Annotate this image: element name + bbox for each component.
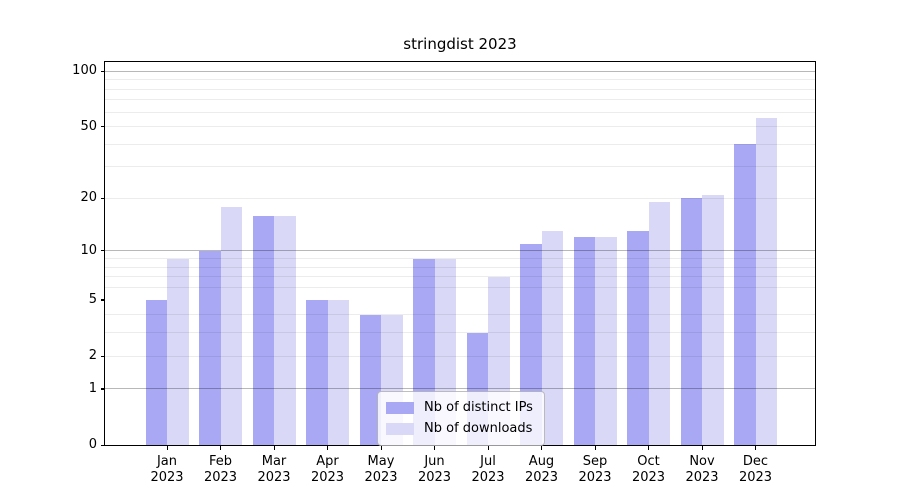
chart-title: stringdist 2023 [403,35,517,53]
y-tick-label-100: 100 [72,63,97,79]
y-gridline-100 [105,70,815,72]
bar-nb-of-distinct-ips-feb-2023 [199,250,221,445]
x-tick-mark-mar-2023 [273,446,275,450]
x-tick-mark-may-2023 [380,446,382,450]
bar-nb-of-downloads-aug-2023 [541,231,563,445]
y-gridline-9 [105,258,815,259]
legend-item-downloads: Nb of downloads [386,418,536,439]
y-gridline-80 [105,88,815,90]
x-tick-mark-apr-2023 [327,446,329,450]
y-tick-mark-1 [100,388,105,390]
x-tick-mark-jan-2023 [166,446,168,450]
bar-nb-of-distinct-ips-apr-2023 [306,299,328,445]
y-gridline-2 [105,355,815,357]
y-gridline-60 [105,111,815,113]
y-tick-label-2: 2 [88,348,97,363]
bar-nb-of-distinct-ips-nov-2023 [680,198,702,445]
x-tick-mark-sep-2023 [594,446,596,450]
y-gridline-7 [105,276,815,278]
legend-label-distinct-ips: Nb of distinct IPs [424,400,533,415]
y-gridline-3 [105,332,815,334]
y-tick-mark-10 [100,250,105,252]
x-tick-label-aug-2023: Aug 2023 [524,454,559,485]
x-tick-label-sep-2023: Sep 2023 [578,454,612,485]
bar-nb-of-downloads-feb-2023 [220,206,242,445]
bar-nb-of-distinct-ips-oct-2023 [627,231,649,445]
bar-nb-of-downloads-apr-2023 [327,299,349,445]
y-tick-mark-100 [100,70,105,72]
x-tick-label-dec-2023: Dec 2023 [738,454,773,485]
x-tick-label-jan-2023: Jan 2023 [150,454,184,485]
x-tick-label-mar-2023: Mar 2023 [257,454,291,485]
bar-nb-of-downloads-mar-2023 [274,215,296,445]
y-gridline-90 [105,79,815,81]
bar-nb-of-downloads-sep-2023 [595,237,617,445]
y-tick-mark-20 [100,197,105,200]
x-tick-mark-nov-2023 [701,446,703,450]
legend-label-downloads: Nb of downloads [424,421,533,436]
y-gridline-1 [105,388,815,390]
y-tick-label-5: 5 [88,291,97,307]
x-tick-mark-jun-2023 [434,446,436,450]
x-tick-label-apr-2023: Apr 2023 [310,454,345,485]
y-tick-label-1: 1 [88,380,97,396]
x-tick-mark-dec-2023 [755,446,757,450]
y-tick-mark-50 [100,126,105,128]
y-gridline-50 [105,126,815,127]
y-tick-mark-0 [100,444,105,446]
y-tick-label-10: 10 [80,242,97,258]
bar-nb-of-distinct-ips-jan-2023 [145,299,167,445]
y-gridline-4 [105,314,815,316]
y-tick-mark-2 [100,355,105,357]
bar-nb-of-distinct-ips-sep-2023 [573,237,595,445]
x-tick-mark-jul-2023 [487,446,489,450]
x-tick-label-oct-2023: Oct 2023 [631,454,666,485]
bar-nb-of-downloads-dec-2023 [755,117,777,445]
bar-nb-of-downloads-nov-2023 [702,194,724,445]
legend-swatch-distinct-ips-icon [386,401,414,414]
y-gridline-20 [105,197,815,199]
bar-nb-of-downloads-jan-2023 [167,258,189,445]
y-tick-label-20: 20 [80,190,97,206]
x-tick-mark-feb-2023 [220,446,222,450]
y-gridline-30 [105,166,815,168]
y-gridline-70 [105,99,815,101]
y-tick-label-50: 50 [80,118,97,134]
bar-nb-of-distinct-ips-dec-2023 [734,144,756,445]
y-gridline-8 [105,266,815,268]
bar-nb-of-distinct-ips-may-2023 [359,314,381,445]
x-tick-label-jul-2023: Jul 2023 [471,454,505,485]
y-gridline-10 [105,250,815,252]
x-tick-label-nov-2023: Nov 2023 [685,454,719,485]
x-tick-label-may-2023: May 2023 [364,454,398,485]
bar-nb-of-distinct-ips-mar-2023 [252,215,274,445]
x-tick-label-jun-2023: Jun 2023 [417,454,452,485]
y-gridline-40 [105,143,815,145]
bar-nb-of-downloads-oct-2023 [648,202,670,445]
plot-area: Nb of distinct IPs Nb of downloads [104,61,816,446]
y-gridline-6 [105,286,815,288]
x-tick-label-feb-2023: Feb 2023 [203,454,238,485]
y-tick-label-0: 0 [88,437,97,452]
legend-item-distinct-ips: Nb of distinct IPs [386,397,536,418]
y-tick-mark-5 [100,299,105,301]
legend: Nb of distinct IPs Nb of downloads [377,391,545,446]
x-tick-mark-aug-2023 [541,446,543,450]
legend-swatch-downloads-icon [386,422,414,435]
x-tick-mark-oct-2023 [648,446,650,450]
